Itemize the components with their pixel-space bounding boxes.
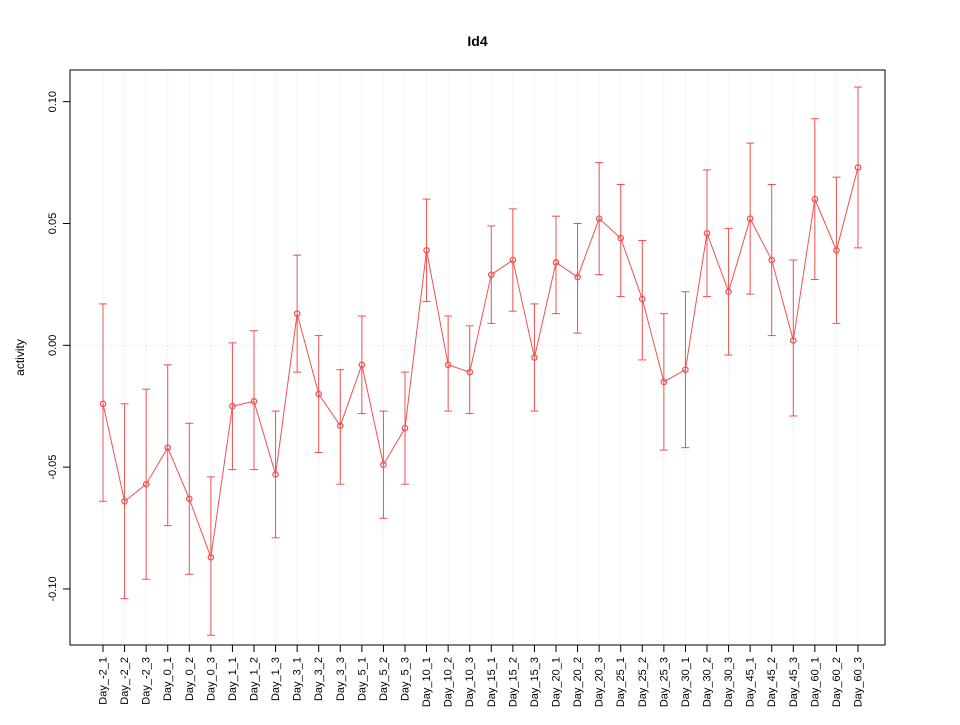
data-point <box>164 444 172 451</box>
data-point <box>336 422 344 430</box>
x-tick-label: Day_0_2 <box>184 657 196 701</box>
x-tick-label: Day_-2_3 <box>141 657 153 705</box>
data-point <box>358 361 366 369</box>
data-point <box>833 246 840 254</box>
data-point <box>444 361 452 369</box>
x-tick-label: Day_20_1 <box>551 657 563 707</box>
data-point <box>185 495 193 503</box>
x-tick-label: Day_1_3 <box>270 657 282 701</box>
x-tick-label: Day_0_3 <box>205 657 217 701</box>
x-tick-label: Day_30_1 <box>680 657 692 707</box>
x-tick-label: Day_5_2 <box>378 657 390 701</box>
x-tick-label: Day_5_3 <box>400 657 412 701</box>
plot-border <box>69 69 886 646</box>
data-point <box>121 497 128 505</box>
data-point <box>250 398 258 405</box>
x-tick-label: Day_25_1 <box>615 657 627 707</box>
data-point <box>768 256 776 264</box>
data-point <box>207 553 215 561</box>
x-tick-label: Day_3_1 <box>292 657 304 701</box>
data-point <box>811 195 819 203</box>
x-tick-label: Day_-2_2 <box>119 657 131 705</box>
x-tick-label: Day_15_2 <box>507 657 519 707</box>
data-point <box>595 215 603 222</box>
x-tick-label: Day_45_2 <box>766 657 778 707</box>
x-tick-label: Day_15_3 <box>529 657 541 707</box>
x-tick-label: Day_3_3 <box>335 657 347 701</box>
data-point <box>703 229 711 237</box>
y-tick-label: 0.10 <box>47 91 59 112</box>
x-tick-label: Day_5_1 <box>356 657 368 701</box>
x-tick-label: Day_10_3 <box>464 657 476 707</box>
data-point <box>574 273 581 281</box>
data-point <box>293 310 301 317</box>
y-axis-label: activity <box>13 339 27 376</box>
x-tick-label: Day_20_2 <box>572 657 584 707</box>
x-tick-label: Day_10_1 <box>421 657 433 707</box>
y-tick-label: 0.05 <box>47 213 59 234</box>
x-tick-label: Day_60_2 <box>831 657 843 707</box>
data-point <box>142 480 150 488</box>
x-tick-label: Day_25_2 <box>637 657 649 707</box>
series-line <box>102 167 859 558</box>
data-point <box>531 354 538 361</box>
data-point <box>789 337 797 344</box>
data-point <box>380 461 387 469</box>
x-tick-label: Day_25_3 <box>658 657 670 707</box>
y-tick-label: 0.00 <box>47 335 59 356</box>
data-point <box>423 246 430 254</box>
data-point <box>466 368 474 376</box>
x-tick-label: Day_10_2 <box>443 657 455 707</box>
x-tick-label: Day_1_2 <box>249 657 261 701</box>
data-point <box>401 424 409 432</box>
data-point <box>99 400 107 408</box>
x-tick-label: Day_30_3 <box>723 657 735 707</box>
x-tick-label: Day_0_1 <box>162 657 174 701</box>
data-point <box>638 295 646 303</box>
data-point <box>746 215 754 222</box>
data-point <box>617 234 625 242</box>
x-tick-label: Day_1_1 <box>227 657 239 701</box>
x-tick-label: Day_15_1 <box>486 657 498 707</box>
x-tick-label: Day_30_2 <box>702 657 714 707</box>
data-point <box>660 378 668 386</box>
data-point <box>272 471 279 478</box>
data-point <box>315 390 323 398</box>
x-tick-label: Day_3_2 <box>313 657 325 701</box>
data-point <box>229 402 236 410</box>
data-point <box>552 259 560 266</box>
x-tick-label: Day_45_1 <box>745 657 757 707</box>
y-tick-label: -0.05 <box>47 455 59 480</box>
data-point <box>682 366 689 373</box>
data-point <box>854 164 862 171</box>
y-tick-label: -0.10 <box>47 576 59 601</box>
x-tick-label: Day_45_3 <box>788 657 800 707</box>
data-point <box>509 256 517 264</box>
x-tick-label: Day_60_1 <box>809 657 821 707</box>
x-tick-label: Day_60_3 <box>853 657 865 707</box>
x-tick-label: Day_-2_1 <box>98 657 110 705</box>
data-point <box>725 288 732 296</box>
data-point <box>487 271 495 278</box>
x-tick-label: Day_20_3 <box>594 657 606 707</box>
chart-title: Id4 <box>467 33 487 49</box>
